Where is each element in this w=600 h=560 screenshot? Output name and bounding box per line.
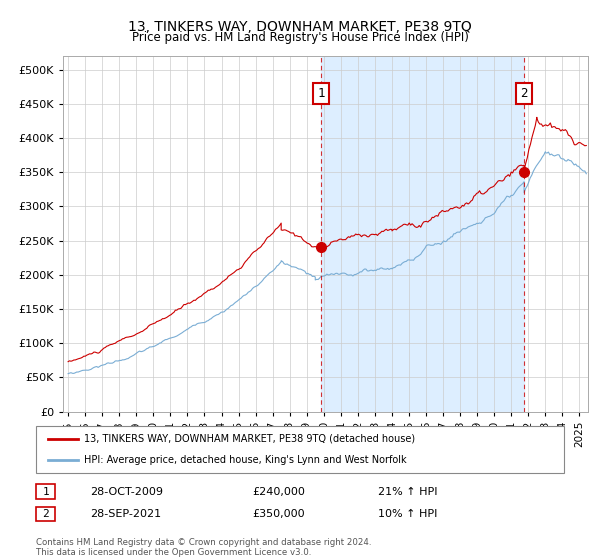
Text: 2: 2 <box>42 509 49 519</box>
Text: £350,000: £350,000 <box>252 509 305 519</box>
Text: 21% ↑ HPI: 21% ↑ HPI <box>378 487 437 497</box>
Text: 28-OCT-2009: 28-OCT-2009 <box>90 487 163 497</box>
Text: 1: 1 <box>42 487 49 497</box>
Text: 28-SEP-2021: 28-SEP-2021 <box>90 509 161 519</box>
Text: HPI: Average price, detached house, King's Lynn and West Norfolk: HPI: Average price, detached house, King… <box>84 455 407 465</box>
Text: Contains HM Land Registry data © Crown copyright and database right 2024.: Contains HM Land Registry data © Crown c… <box>36 538 371 547</box>
Bar <box>321 56 524 412</box>
Text: This data is licensed under the Open Government Licence v3.0.: This data is licensed under the Open Gov… <box>36 548 311 557</box>
Text: 13, TINKERS WAY, DOWNHAM MARKET, PE38 9TQ: 13, TINKERS WAY, DOWNHAM MARKET, PE38 9T… <box>128 20 472 34</box>
Text: 1: 1 <box>317 87 325 100</box>
Text: £240,000: £240,000 <box>252 487 305 497</box>
Text: 2: 2 <box>520 87 528 100</box>
Text: 13, TINKERS WAY, DOWNHAM MARKET, PE38 9TQ (detached house): 13, TINKERS WAY, DOWNHAM MARKET, PE38 9T… <box>84 434 415 444</box>
Text: 10% ↑ HPI: 10% ↑ HPI <box>378 509 437 519</box>
Text: Price paid vs. HM Land Registry's House Price Index (HPI): Price paid vs. HM Land Registry's House … <box>131 31 469 44</box>
